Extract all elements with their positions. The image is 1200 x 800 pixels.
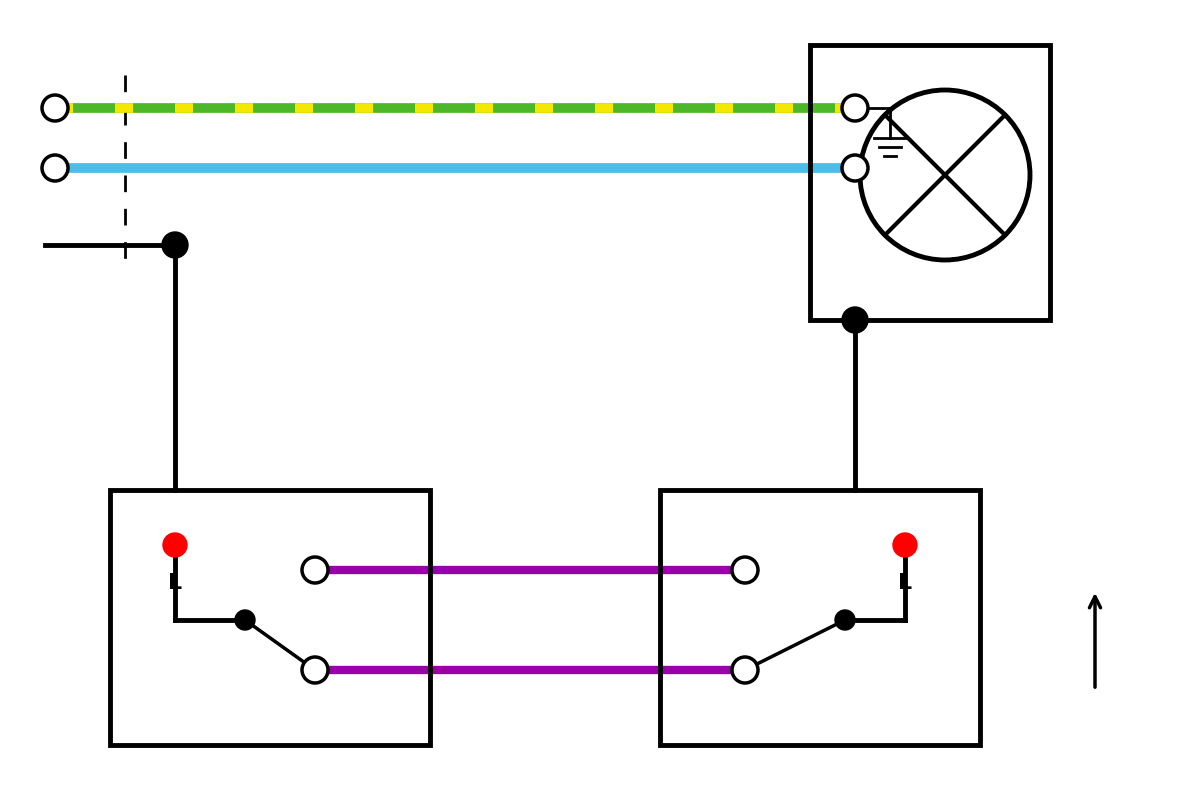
Circle shape — [235, 610, 256, 630]
Bar — [660, 490, 980, 745]
Text: L: L — [168, 573, 182, 593]
Circle shape — [842, 95, 868, 121]
Circle shape — [893, 533, 917, 557]
Circle shape — [302, 657, 328, 683]
Circle shape — [732, 657, 758, 683]
Circle shape — [42, 155, 68, 181]
Circle shape — [835, 610, 854, 630]
Circle shape — [42, 95, 68, 121]
Text: L: L — [898, 573, 912, 593]
Circle shape — [732, 557, 758, 583]
Circle shape — [162, 232, 188, 258]
Bar — [810, 45, 1050, 320]
Circle shape — [302, 557, 328, 583]
Circle shape — [163, 533, 187, 557]
Circle shape — [842, 307, 868, 333]
Bar — [110, 490, 430, 745]
Circle shape — [842, 155, 868, 181]
